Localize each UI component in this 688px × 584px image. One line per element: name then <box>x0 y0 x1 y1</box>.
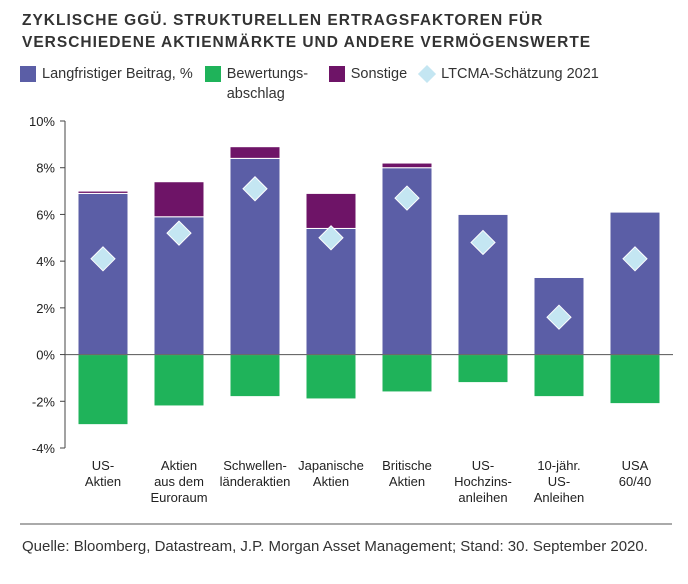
bar-segment <box>77 354 129 426</box>
diamond-marker <box>242 176 268 202</box>
y-tick-label: 6% <box>36 207 55 222</box>
x-tick-label: Britische Aktien <box>382 458 432 489</box>
legend: Langfristiger Beitrag, % Bewertungs-absch… <box>20 64 611 104</box>
x-tick-line: Aktien <box>85 474 121 489</box>
x-tick-label: USA 60/40 <box>619 458 652 489</box>
y-tick-label: -2% <box>32 394 56 409</box>
bar-segment <box>77 190 129 194</box>
diamond-marker <box>622 246 648 272</box>
x-tick-line: US- <box>92 458 114 473</box>
bar-segment <box>305 354 357 400</box>
legend-swatch <box>418 64 437 84</box>
x-tick-label: US-Hochzins-anleihen <box>454 458 512 505</box>
legend-item: LTCMA-Schätzung 2021 <box>418 64 599 104</box>
x-tick-line: US- <box>472 458 494 473</box>
x-tick-label: 10-jähr. US-Anleihen <box>534 458 585 505</box>
x-tick-line: Anleihen <box>534 490 585 505</box>
legend-swatch <box>328 66 345 82</box>
legend-label: Bewertungs-abschlag <box>226 66 309 102</box>
x-tick-line: US- <box>548 474 570 489</box>
x-tick-line: Britische <box>382 458 432 473</box>
legend-label: Sonstige <box>350 66 408 82</box>
bar-segment <box>533 354 585 398</box>
legend-swatch <box>204 66 221 82</box>
bar-segment <box>305 192 357 229</box>
x-tick-line: Aktien <box>313 474 349 489</box>
x-tick-line: 10-jähr. <box>537 458 580 473</box>
x-tick-line: Aktien <box>389 474 425 489</box>
bar-segment <box>609 354 661 405</box>
x-tick-line: anleihen <box>458 490 507 505</box>
legend-item: Bewertungs-abschlag <box>204 64 317 104</box>
diamond-marker <box>166 220 192 246</box>
source: Quelle: Bloomberg, Datastream, J.P. Morg… <box>22 538 648 555</box>
title-line: ZYKLISCHE GGÜ. STRUKTURELLEN ERTRAGSFAKT… <box>22 12 544 29</box>
bar-segment <box>609 211 661 356</box>
bar-segment <box>457 354 509 384</box>
diamond-marker <box>394 185 420 211</box>
title-line: VERSCHIEDENE AKTIENMÄRKTE UND ANDERE VER… <box>22 34 592 51</box>
bar-segment <box>153 354 205 407</box>
x-tick-label: Japanische Aktien <box>298 458 364 489</box>
diamond-marker <box>318 225 344 251</box>
x-tick-line: Schwellen- <box>223 458 287 473</box>
x-tick-label: Schwellen-länderaktien <box>220 458 291 489</box>
diamond-marker <box>470 229 496 256</box>
legend-label: LTCMA-Schätzung 2021 <box>441 66 599 82</box>
x-tick-line: Hochzins- <box>454 474 512 489</box>
x-tick-line: Aktien <box>161 458 197 473</box>
diamond-marker <box>546 304 572 330</box>
bar-segment <box>77 192 129 356</box>
legend-item: Sonstige <box>328 64 408 104</box>
x-tick-label: Aktien aus dem Euroraum <box>150 458 207 505</box>
legend-item: Langfristiger Beitrag, % <box>20 64 193 104</box>
x-tick-label: US-Aktien <box>85 458 121 489</box>
bar-segment <box>229 354 281 398</box>
y-tick-label: -4% <box>32 441 56 456</box>
diamond-marker <box>90 246 116 272</box>
x-tick-line: Japanische <box>298 458 364 473</box>
bar-segment <box>229 146 281 159</box>
y-tick-label: 8% <box>36 161 55 176</box>
y-tick-label: 4% <box>36 254 55 269</box>
legend-swatch <box>20 66 36 82</box>
x-tick-line: USA <box>622 458 649 473</box>
chart-title: ZYKLISCHE GGÜ. STRUKTURELLEN ERTRAGSFAKT… <box>22 10 591 54</box>
x-tick-line: länderaktien <box>220 474 291 489</box>
bar-segment <box>381 162 433 169</box>
y-tick-label: 10% <box>29 114 55 129</box>
bar-segment <box>381 354 433 393</box>
x-tick-line: Euroraum <box>150 490 207 505</box>
y-tick-label: 2% <box>36 301 55 316</box>
bar-segment <box>153 181 205 218</box>
x-tick-line: 60/40 <box>619 474 652 489</box>
y-tick-label: 0% <box>36 348 55 363</box>
legend-label: Langfristiger Beitrag, % <box>42 66 193 82</box>
x-tick-line: aus dem <box>154 474 204 489</box>
